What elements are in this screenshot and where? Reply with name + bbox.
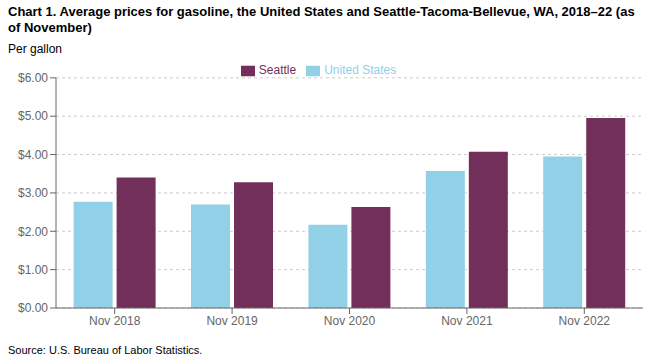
svg-text:$0.00: $0.00 [18,301,48,315]
svg-text:Nov 2022: Nov 2022 [559,314,611,328]
svg-text:$1.00: $1.00 [18,263,48,277]
svg-text:$5.00: $5.00 [18,109,48,123]
html-text:Seattle: Seattle [258,63,297,77]
svg-text:Nov 2019: Nov 2019 [206,314,258,328]
html-text:United States: United States [324,63,397,77]
html-text:Chart 1. Average prices for ga: Chart 1. Average prices for gasoline, th… [8,4,635,35]
svg-text:$4.00: $4.00 [18,148,48,162]
svg-text:Nov 2018: Nov 2018 [89,314,141,328]
svg-text:$3.00: $3.00 [18,186,48,200]
svg-text:$6.00: $6.00 [18,71,48,85]
html-text:Source: U.S. Bureau of Labor S: Source: U.S. Bureau of Labor Statistics. [8,344,203,356]
svg-text:$2.00: $2.00 [18,225,48,239]
svg-text:Nov 2020: Nov 2020 [324,314,376,328]
html-text:Per gallon: Per gallon [8,42,62,56]
svg-text:Nov 2021: Nov 2021 [441,314,493,328]
